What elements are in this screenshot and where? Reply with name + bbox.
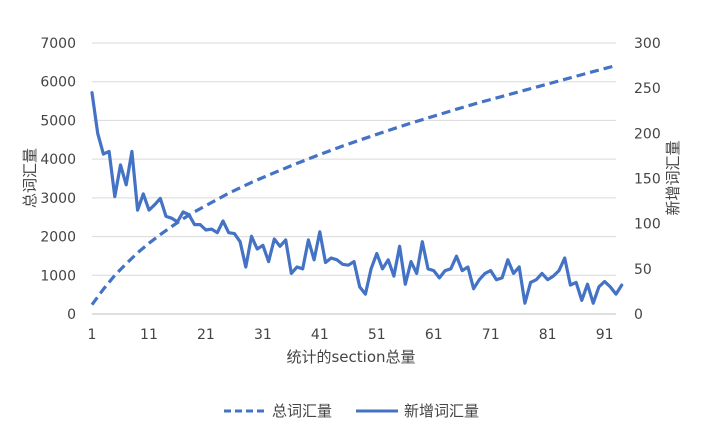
y-left-tick-label: 7000 <box>40 36 76 52</box>
x-tick-label: 71 <box>482 327 500 343</box>
x-tick-label: 1 <box>88 327 97 343</box>
y-right-tick-label: 150 <box>634 172 661 188</box>
y-left-tick-label: 5000 <box>40 113 76 129</box>
x-tick-label: 11 <box>140 327 158 343</box>
x-tick-label: 21 <box>197 327 215 343</box>
y-right-tick-label: 0 <box>634 307 643 323</box>
y-right-tick-label: 100 <box>634 217 661 233</box>
x-axis-title: 统计的section总量 <box>286 348 415 366</box>
axes: 0 1000 2000 3000 4000 5000 6000 7000 0 50 100 150 20… <box>40 36 660 343</box>
x-tick-label: 81 <box>539 327 557 343</box>
x-tick-label: 91 <box>596 327 614 343</box>
y-right-tick-label: 200 <box>634 126 661 142</box>
series <box>90 63 624 306</box>
y-axis-left-title: 总词汇量 <box>21 148 39 208</box>
legend-label-new: 新增词汇量 <box>404 402 479 420</box>
y-left-tick-label: 0 <box>67 307 76 323</box>
y-left-tick-label: 4000 <box>40 152 76 168</box>
gridlines <box>92 42 616 276</box>
y-axis-right-title: 新增词汇量 <box>664 140 682 215</box>
series-line-total-vocabulary <box>90 63 617 306</box>
y-left-tick-label: 2000 <box>40 230 76 246</box>
series-line-new-vocabulary <box>90 91 624 305</box>
x-tick-label: 51 <box>368 327 386 343</box>
y-left-tick-label: 6000 <box>40 75 76 91</box>
legend-label-total: 总词汇量 <box>272 402 332 420</box>
legend: 总词汇量 新增词汇量 <box>224 402 479 420</box>
y-left-tick-label: 1000 <box>40 268 76 284</box>
y-right-tick-label: 250 <box>634 81 661 97</box>
x-tick-label: 31 <box>254 327 272 343</box>
y-left-tick-label: 3000 <box>40 191 76 207</box>
x-tick-label: 61 <box>425 327 443 343</box>
x-tick-label: 41 <box>311 327 329 343</box>
y-right-tick-label: 300 <box>634 36 661 52</box>
y-right-tick-label: 50 <box>634 262 652 278</box>
